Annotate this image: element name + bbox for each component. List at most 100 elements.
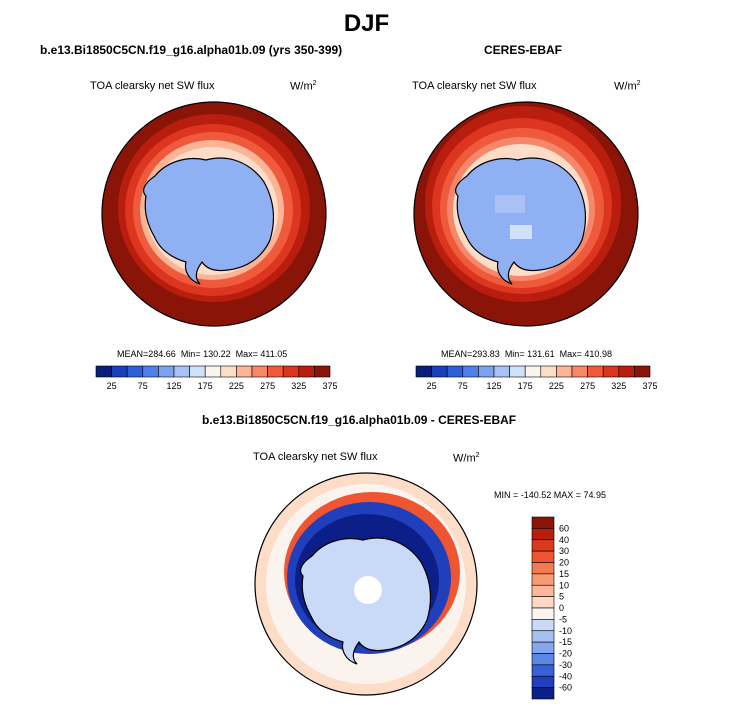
colorbar-2-swatch: [446, 365, 464, 378]
colorbar-2-tick-label: 125: [486, 381, 501, 391]
panel-3-title: b.e13.Bi1850C5CN.f19_g16.alpha01b.09 - C…: [202, 413, 517, 427]
colorbar-2: 25 75 125 175 225 275 325 375: [415, 365, 658, 391]
panel-3-units-exp: 2: [475, 452, 480, 459]
panel-1-max-label: Max=: [235, 349, 258, 359]
map-panel-2: [414, 102, 638, 326]
colorbar-3-swatch: [531, 641, 555, 654]
colorbar-3-swatch: [531, 550, 555, 563]
colorbar-1-swatch: [314, 365, 331, 378]
panel-2-title: CERES-EBAF: [484, 43, 563, 57]
panel-2-max-value: 410.98: [584, 349, 612, 359]
colorbar-1-swatch: [204, 365, 222, 378]
colorbar-3-swatch: [531, 562, 555, 575]
colorbar-2-swatch: [509, 365, 526, 378]
colorbar-2-tick-label: 275: [580, 381, 595, 391]
panel-1-units-exp: 2: [312, 80, 317, 87]
panel-1-title: b.e13.Bi1850C5CN.f19_g16.alpha01b.09 (yr…: [40, 43, 343, 57]
colorbar-1-swatch: [220, 365, 237, 378]
colorbar-2-swatch: [478, 365, 495, 378]
panel-2-min-label: Min=: [504, 349, 525, 359]
colorbar-2-swatch: [634, 365, 651, 378]
colorbar-3-tick-label: 20: [559, 558, 569, 568]
colorbar-3-swatch: [531, 630, 555, 643]
colorbar-1-swatch: [189, 365, 206, 378]
colorbar-2-swatch: [618, 365, 635, 378]
map-1-border: [101, 101, 327, 327]
colorbar-1-tick-label: 125: [166, 381, 181, 391]
colorbar-3-tick-label: -10: [559, 626, 572, 636]
colorbar-3-swatch: [531, 664, 555, 677]
panel-2-stats: MEAN=293.83 Min= 131.61 Max= 410.98: [441, 349, 612, 359]
colorbar-3-tick-label: -30: [559, 660, 572, 670]
colorbar-3-tick-label: 15: [559, 569, 569, 579]
panel-1-max-value: 411.05: [260, 349, 288, 359]
colorbar-3-swatch: [531, 573, 555, 586]
panel-1-units: W/m2: [290, 80, 317, 93]
colorbar-1-swatch: [282, 365, 300, 378]
colorbar-1-swatch: [251, 365, 268, 378]
colorbar-1-swatch: [95, 365, 112, 378]
panel-2-max-label: Max=: [559, 349, 582, 359]
map-2-antarctica: [455, 157, 586, 285]
figure-title: DJF: [343, 10, 390, 37]
colorbar-3-tick-label: 10: [559, 580, 569, 590]
colorbar-3-tick-label: 0: [559, 603, 564, 613]
colorbar-1-swatch: [126, 365, 144, 378]
panel-2-units: W/m2: [614, 80, 641, 93]
panel-3-units-base: W/m: [453, 452, 476, 465]
colorbar-1-swatch: [158, 365, 175, 378]
map-2-plateau-patch-2: [510, 225, 532, 239]
panel-2-mean-label: MEAN=: [441, 349, 473, 359]
colorbar-1-tick-label: 325: [291, 381, 306, 391]
colorbar-1-tick-label: 25: [107, 381, 117, 391]
colorbar-3-swatch: [531, 584, 555, 597]
panel-1-mean-label: MEAN=: [117, 349, 149, 359]
colorbar-3-swatch: [531, 687, 555, 700]
map-3-border: [254, 472, 478, 696]
colorbar-1-tick-label: 75: [138, 381, 148, 391]
colorbar-2-swatch: [493, 365, 510, 378]
panel-1-stats: MEAN=284.66 Min= 130.22 Max= 411.05: [117, 349, 287, 359]
panel-2-units-exp: 2: [636, 80, 641, 87]
panel-1-field-label: TOA clearsky net SW flux: [90, 80, 215, 92]
colorbar-2-tick-label: 375: [642, 381, 657, 391]
colorbar-1-swatch: [298, 365, 315, 378]
colorbar-2-swatch: [571, 365, 588, 378]
panel-3-units: W/m2: [453, 452, 480, 465]
colorbar-3-swatch: [531, 596, 555, 609]
colorbar-1-swatch: [173, 365, 190, 378]
panel-1-units-base: W/m: [290, 80, 313, 93]
colorbar-2-swatch: [602, 365, 620, 378]
panel-2-min-value: 131.61: [527, 349, 555, 359]
colorbar-3-tick-label: -60: [559, 683, 572, 693]
colorbar-2-tick-label: 25: [427, 381, 437, 391]
colorbar-1-swatch: [267, 365, 284, 378]
panel-2-units-base: W/m: [614, 80, 637, 93]
colorbar-3-swatch: [531, 619, 555, 632]
colorbar-2-swatch: [431, 365, 448, 378]
panel-1-min-label: Min=: [180, 349, 201, 359]
colorbar-3-tick-label: -40: [559, 671, 572, 681]
panel-2-field-label: TOA clearsky net SW flux: [412, 80, 537, 92]
colorbar-2-tick-label: 175: [518, 381, 533, 391]
colorbar-1-tick-label: 175: [198, 381, 213, 391]
map-2-border: [413, 101, 639, 327]
colorbar-3-swatch: [531, 653, 555, 666]
map-2-plateau-patch: [495, 195, 525, 213]
colorbar-3-tick-label: -5: [559, 614, 567, 624]
colorbar-3-swatch: [531, 528, 555, 541]
colorbar-1-swatch: [111, 365, 128, 378]
panel-3-field-label: TOA clearsky net SW flux: [253, 451, 378, 463]
map-1-antarctica: [143, 157, 274, 285]
colorbar-1-tick-label: 225: [229, 381, 244, 391]
colorbar-3-swatch: [531, 607, 555, 620]
colorbar-2-swatch: [556, 365, 573, 378]
colorbar-2-swatch: [540, 365, 557, 378]
colorbar-3-tick-label: 30: [559, 546, 569, 556]
colorbar-3-swatch: [531, 539, 555, 552]
colorbar-3-tick-label: 5: [559, 592, 564, 602]
colorbar-2-tick-label: 75: [458, 381, 468, 391]
colorbar-1-tick-label: 275: [260, 381, 275, 391]
colorbar-2-tick-label: 225: [549, 381, 564, 391]
